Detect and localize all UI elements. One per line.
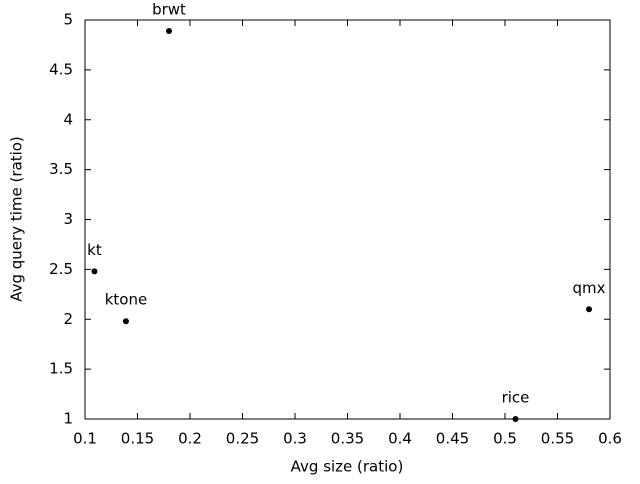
point-label: ktone [105,291,147,309]
x-tick-label: 0.6 [598,430,622,448]
point-label: kt [87,241,102,259]
x-tick-label: 0.25 [226,430,259,448]
x-tick-label: 0.15 [121,430,154,448]
y-tick-label: 5 [63,11,73,29]
point-label: brwt [152,0,186,18]
point [91,268,98,275]
x-tick-label: 0.55 [541,430,574,448]
y-tick-label: 4 [63,110,73,128]
y-tick-label: 2 [63,310,73,328]
x-axis-label: Avg size (ratio) [291,458,404,476]
x-tick-label: 0.5 [493,430,517,448]
point [586,306,592,313]
y-tick-label: 3 [63,210,73,228]
y-tick-label: 1 [63,410,73,428]
point-label: rice [502,389,530,407]
y-tick-label: 4.5 [49,60,73,78]
x-tick-label: 0.35 [331,430,364,448]
y-axis-label: Avg query time (ratio) [8,136,26,302]
x-tick-label: 0.45 [436,430,469,448]
plot-frame [84,19,611,420]
x-tick-label: 0.1 [73,430,97,448]
point [122,318,129,325]
y-tick-label: 2.5 [49,260,73,278]
x-tick-label: 0.2 [178,430,202,448]
point-label: qmx [572,279,605,297]
x-tick-label: 0.3 [283,430,307,448]
point [166,27,172,34]
y-tick-label: 3.5 [49,160,73,178]
x-tick-label: 0.4 [388,430,412,448]
y-tick-label: 1.5 [49,360,73,378]
point [512,416,519,422]
